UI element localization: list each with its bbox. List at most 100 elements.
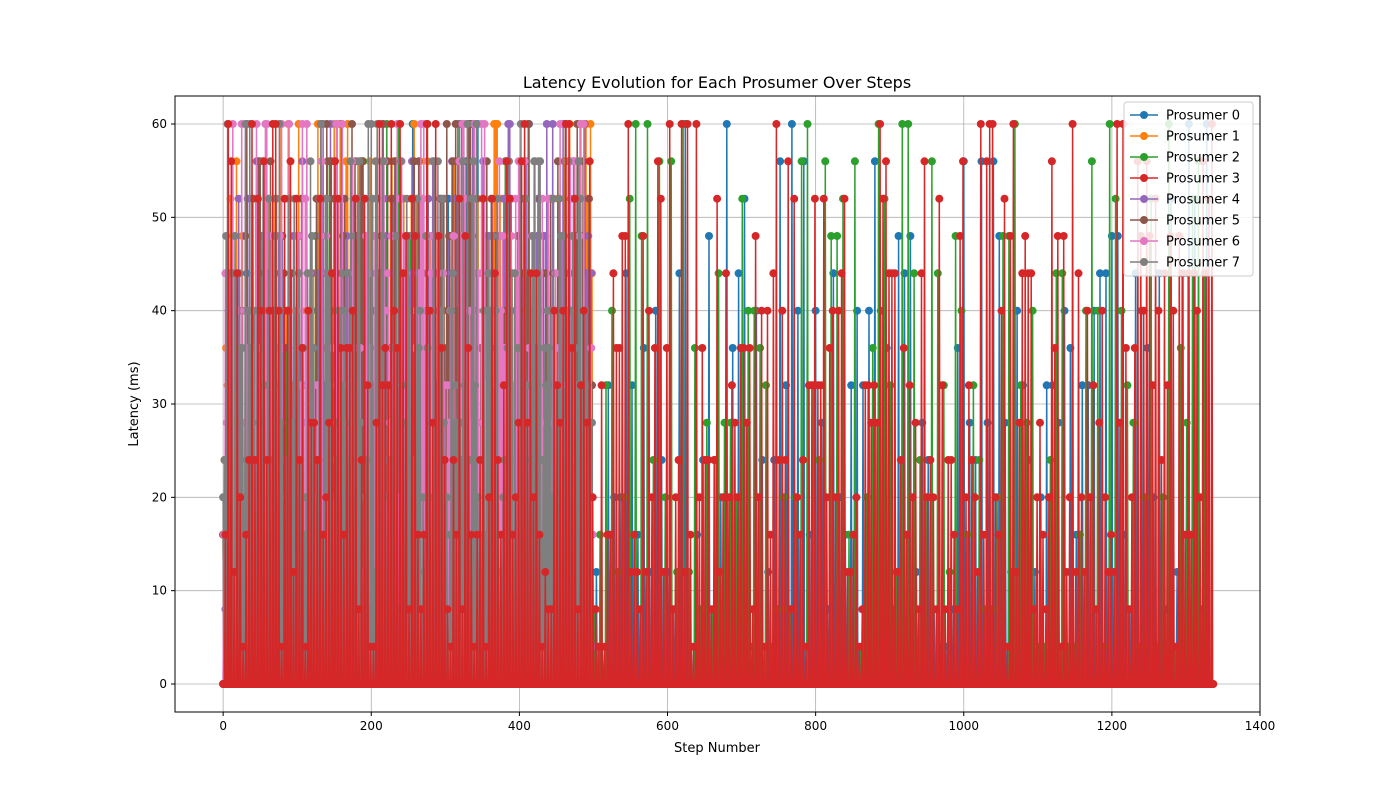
data-point xyxy=(548,120,557,128)
data-point xyxy=(392,232,401,240)
data-point xyxy=(371,157,380,166)
data-point xyxy=(384,269,393,278)
data-point xyxy=(945,568,954,576)
data-point xyxy=(343,269,352,278)
data-point xyxy=(302,120,311,128)
data-point xyxy=(862,493,871,502)
data-point xyxy=(355,157,364,166)
data-point xyxy=(541,232,550,240)
data-point xyxy=(815,456,824,464)
data-point xyxy=(367,120,376,128)
data-point xyxy=(787,120,796,128)
data-point xyxy=(244,306,253,315)
data-point xyxy=(234,194,243,203)
data-point xyxy=(702,418,711,427)
data-point xyxy=(797,157,806,166)
data-point xyxy=(608,306,616,315)
data-point xyxy=(419,493,428,502)
data-point xyxy=(1058,269,1067,278)
data-point xyxy=(293,232,302,240)
data-point xyxy=(750,306,759,315)
data-point xyxy=(705,232,713,240)
data-point xyxy=(219,493,228,502)
data-point xyxy=(898,120,907,128)
data-point xyxy=(734,269,743,278)
data-point xyxy=(579,120,588,128)
data-point xyxy=(262,120,271,128)
data-point xyxy=(793,306,802,315)
data-point xyxy=(619,493,628,502)
data-point xyxy=(868,344,877,352)
data-point xyxy=(1087,157,1096,166)
data-point xyxy=(1016,381,1025,390)
data-point xyxy=(957,306,966,315)
data-point xyxy=(309,344,318,352)
data-point xyxy=(1105,120,1114,128)
data-point xyxy=(821,157,830,166)
data-point xyxy=(556,120,565,128)
data-point xyxy=(850,157,859,166)
data-point xyxy=(1117,306,1126,315)
data-point xyxy=(1123,381,1132,390)
data-point xyxy=(1176,344,1185,352)
data-point xyxy=(1040,642,1049,651)
data-point xyxy=(316,120,325,128)
data-point xyxy=(649,456,658,464)
data-point xyxy=(894,232,903,240)
data-point xyxy=(338,120,347,128)
data-point xyxy=(265,194,274,203)
series-layer xyxy=(219,120,1218,688)
data-point xyxy=(337,269,346,278)
data-point xyxy=(308,232,316,240)
data-point xyxy=(667,157,676,166)
data-point xyxy=(870,157,879,166)
data-point xyxy=(625,194,634,203)
data-point xyxy=(438,194,447,203)
data-point xyxy=(762,381,770,390)
data-point xyxy=(1096,269,1104,278)
data-point xyxy=(368,194,377,203)
data-point xyxy=(443,381,452,390)
data-point xyxy=(587,344,596,352)
data-point xyxy=(303,269,312,278)
data-point xyxy=(643,120,652,128)
data-point xyxy=(1078,381,1087,390)
data-point xyxy=(511,194,520,203)
data-point xyxy=(827,232,836,240)
data-point xyxy=(756,344,765,352)
data-point xyxy=(505,120,514,128)
data-point xyxy=(301,194,310,203)
data-point xyxy=(346,157,355,166)
data-point xyxy=(690,344,699,352)
data-point xyxy=(414,344,423,352)
data-point xyxy=(779,493,788,502)
data-point xyxy=(1182,418,1191,427)
data-point xyxy=(631,120,640,128)
data-point xyxy=(322,120,331,128)
data-point xyxy=(596,530,605,539)
data-point xyxy=(449,232,458,240)
data-point xyxy=(480,120,489,128)
data-point xyxy=(673,568,682,576)
data-point xyxy=(661,493,670,502)
data-point xyxy=(916,456,925,464)
data-point xyxy=(586,120,595,128)
data-point xyxy=(613,568,622,576)
data-point xyxy=(1159,493,1167,502)
data-point xyxy=(442,120,451,128)
data-point xyxy=(340,306,349,315)
data-point xyxy=(498,232,507,240)
data-point xyxy=(542,120,551,128)
data-point xyxy=(963,530,972,539)
data-point xyxy=(1111,194,1120,203)
data-point xyxy=(910,269,919,278)
data-point xyxy=(933,269,942,278)
data-point xyxy=(833,232,842,240)
data-point xyxy=(728,344,737,352)
data-point xyxy=(592,568,601,576)
data-point xyxy=(714,269,723,278)
data-point xyxy=(744,306,753,315)
data-point xyxy=(238,344,247,352)
data-point xyxy=(738,194,747,203)
